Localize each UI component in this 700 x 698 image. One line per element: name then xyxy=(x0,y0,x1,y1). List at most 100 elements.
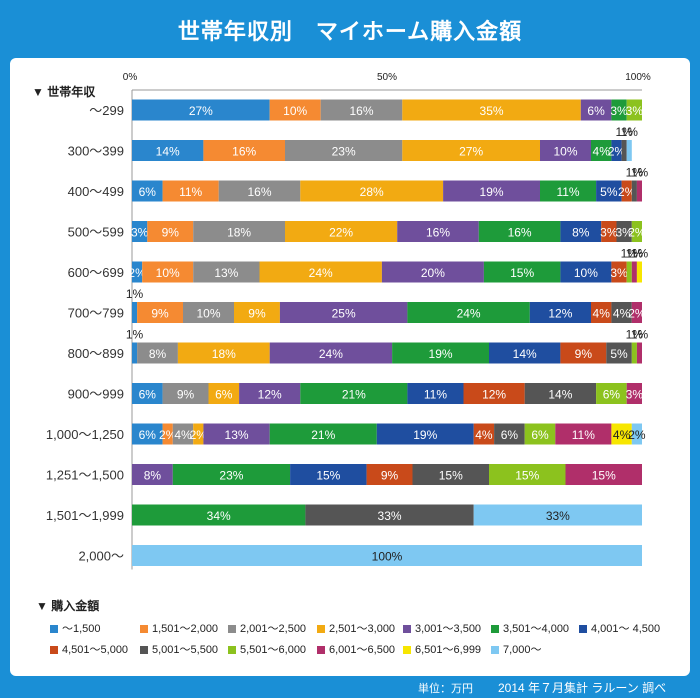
data-label: 1% xyxy=(621,247,639,261)
bar-segment xyxy=(132,221,148,242)
header-band: 世帯年収別 マイホーム購入金額 xyxy=(0,0,700,62)
bar-segment xyxy=(132,342,138,364)
bar-segment xyxy=(259,261,382,283)
bar-segment xyxy=(473,423,495,445)
bar-segment xyxy=(524,383,597,404)
bar-segment xyxy=(162,423,173,445)
bar-segment xyxy=(193,261,260,283)
data-label: 18% xyxy=(212,347,236,361)
bar-segment xyxy=(611,423,632,445)
data-label: 25% xyxy=(332,307,356,321)
data-label: 6% xyxy=(587,104,605,118)
legend-label: 3,001～3,500 xyxy=(415,623,482,635)
bar-segment xyxy=(560,221,602,242)
legend-item: 4,001～ 4,500 xyxy=(579,620,660,636)
data-label: 9% xyxy=(151,307,169,321)
bar-segment xyxy=(631,261,637,283)
bar-segment xyxy=(239,383,301,404)
data-label: 2% xyxy=(608,145,626,159)
data-label: 100% xyxy=(372,550,403,564)
bar-segment xyxy=(478,221,561,242)
data-label: 16% xyxy=(247,185,271,199)
bar-segment xyxy=(636,342,642,364)
bar-segment xyxy=(137,302,183,323)
bar-segment xyxy=(132,180,163,202)
data-label: 1% xyxy=(631,166,649,180)
data-label: 5% xyxy=(600,185,618,199)
data-label: 6% xyxy=(501,428,519,442)
data-label: 1% xyxy=(126,287,144,301)
bar-segment xyxy=(540,140,591,161)
data-label: 13% xyxy=(214,266,238,280)
bar-segment xyxy=(463,383,525,404)
data-label: 12% xyxy=(258,388,282,402)
x-tick-label: 0% xyxy=(123,72,138,83)
bar-segment xyxy=(591,302,612,323)
page-title: 世帯年収別 マイホーム購入金額 xyxy=(177,19,523,44)
bar-segment xyxy=(611,140,622,161)
bar-segment xyxy=(132,545,642,566)
data-label: 5% xyxy=(610,347,628,361)
data-label: 8% xyxy=(149,347,167,361)
data-label: 16% xyxy=(508,226,532,240)
data-label: 35% xyxy=(480,104,504,118)
bar-segment xyxy=(631,342,637,364)
data-label: 20% xyxy=(421,266,445,280)
footer-note: 2014 年７月集計 ラルーン 調べ xyxy=(498,681,667,695)
bar-segment xyxy=(626,140,632,161)
data-label: 6% xyxy=(139,428,157,442)
bar-segment xyxy=(626,99,642,121)
legend-item: 3,501～4,000 xyxy=(491,620,569,636)
bar-segment xyxy=(137,342,178,364)
bar-segment xyxy=(366,464,413,485)
data-label: 1% xyxy=(621,125,639,139)
x-tick-label: 100% xyxy=(625,72,651,83)
data-label: 9% xyxy=(575,347,593,361)
bar-segment xyxy=(397,221,479,242)
bar-segment xyxy=(193,221,285,242)
legend-swatch xyxy=(50,625,58,634)
data-label: 15% xyxy=(592,469,616,483)
bar-segment xyxy=(183,302,234,323)
data-label: 1% xyxy=(631,328,649,342)
category-label: 1,501～1,999 xyxy=(46,508,124,523)
bar-segment xyxy=(402,140,540,161)
category-label: 600～699 xyxy=(68,265,124,280)
data-label: 27% xyxy=(189,104,213,118)
bar-segment xyxy=(208,383,240,404)
legend-swatch xyxy=(317,646,325,655)
footer: 単位：万円 2014 年７月集計 ラルーン 調べ xyxy=(0,678,700,698)
data-label: 14% xyxy=(156,145,180,159)
data-label: 2% xyxy=(128,266,146,280)
bar-segment xyxy=(524,423,556,445)
category-label: 700～799 xyxy=(68,306,124,321)
bar-segment xyxy=(177,342,270,364)
data-label: 13% xyxy=(225,428,249,442)
legend-item: 6,001～6,500 xyxy=(317,641,395,657)
bar-segment xyxy=(320,99,403,121)
data-label: 2% xyxy=(628,226,646,240)
category-label: 800～899 xyxy=(68,346,124,361)
data-label: 4% xyxy=(613,428,631,442)
data-label: 11% xyxy=(179,185,202,199)
legend-swatch xyxy=(317,625,325,634)
bar-segment xyxy=(494,423,525,445)
bar-segment xyxy=(290,464,367,485)
legend-swatch xyxy=(491,625,499,634)
data-label: 21% xyxy=(311,428,335,442)
bar-segment xyxy=(611,99,627,121)
data-label: 19% xyxy=(413,428,437,442)
data-label: 6% xyxy=(603,388,621,402)
data-label: 11% xyxy=(572,428,595,442)
bar-segment xyxy=(193,423,204,445)
data-label: 19% xyxy=(429,347,453,361)
data-label: 11% xyxy=(424,388,447,402)
bar-segment xyxy=(580,99,612,121)
data-label: 2% xyxy=(618,185,636,199)
bar-segment xyxy=(540,180,597,202)
legend-item: 6,501～6,999 xyxy=(403,641,481,657)
data-label: 1% xyxy=(615,125,633,139)
data-label: 3% xyxy=(610,104,628,118)
legend-item: 4,501～5,000 xyxy=(50,641,128,657)
